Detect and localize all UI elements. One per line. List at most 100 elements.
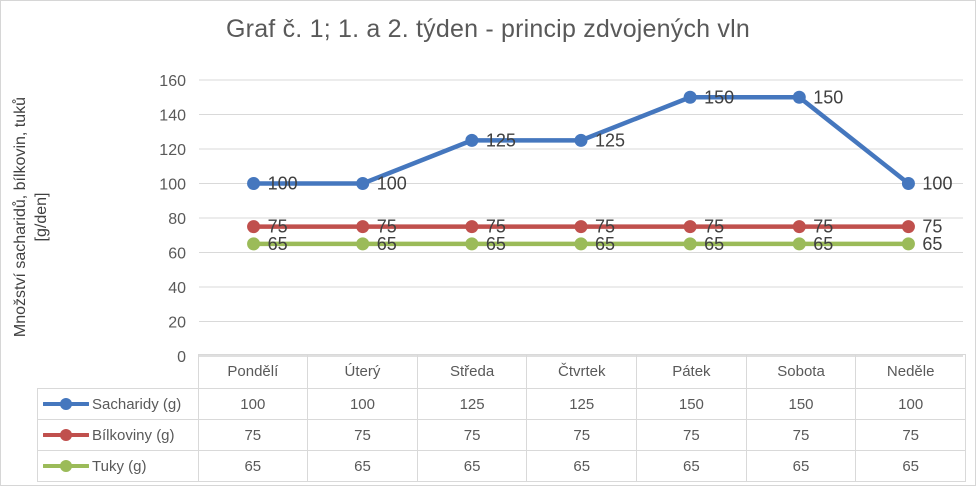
table-row: Sacharidy (g) 100 100 125 125 150 150 100 <box>37 388 966 420</box>
data-label: 100 <box>922 174 952 194</box>
table-header-cell: Pátek <box>636 354 747 389</box>
table-cell: 75 <box>636 419 747 451</box>
data-label: 150 <box>813 87 843 107</box>
data-point-marker <box>247 237 261 251</box>
data-label: 65 <box>813 234 833 254</box>
legend-cell-inner: Bílkoviny (g) <box>38 426 197 444</box>
series-name: Sacharidy (g) <box>92 395 182 413</box>
data-label: 150 <box>704 87 734 107</box>
legend-key-marker <box>60 429 72 441</box>
table-corner-cell <box>38 355 199 389</box>
table-cell: 75 <box>416 419 528 451</box>
legend-key-icon <box>43 398 89 410</box>
table-cell: 75 <box>855 419 966 451</box>
table-cell: 75 <box>197 419 309 451</box>
table-cell: 65 <box>197 450 309 482</box>
data-label: 65 <box>595 234 615 254</box>
data-label: 75 <box>813 217 833 237</box>
data-label: 75 <box>922 217 942 237</box>
table-cell: 65 <box>307 450 418 482</box>
data-point-marker <box>356 237 370 251</box>
chart-title: Graf č. 1; 1. a 2. týden - princip zdvoj… <box>226 15 750 43</box>
data-label: 75 <box>704 217 724 237</box>
table-cell: 65 <box>416 450 528 482</box>
table-header-cell: Úterý <box>307 354 418 389</box>
table-row: Bílkoviny (g) 75 75 75 75 75 75 75 <box>37 419 966 451</box>
table-header-cell: Neděle <box>855 354 966 389</box>
legend-key-icon <box>43 429 89 441</box>
data-label: 65 <box>922 234 942 254</box>
data-label: 65 <box>377 234 397 254</box>
data-label: 65 <box>704 234 724 254</box>
data-point-marker <box>901 220 915 234</box>
data-label: 100 <box>377 174 407 194</box>
data-point-marker <box>683 220 697 234</box>
y-tick-label: 0 <box>177 349 186 366</box>
data-point-marker <box>683 237 697 251</box>
y-tick-label: 20 <box>168 315 186 332</box>
table-cell: 75 <box>526 419 638 451</box>
data-point-marker <box>901 177 915 190</box>
data-label: 75 <box>486 217 506 237</box>
table-cell: 65 <box>636 450 747 482</box>
data-point-marker <box>356 220 370 234</box>
legend-cell: Sacharidy (g) <box>37 388 199 420</box>
legend-key-icon <box>43 460 89 472</box>
y-tick-label: 160 <box>159 73 186 90</box>
y-tick-label: 140 <box>159 108 186 125</box>
data-point-marker <box>247 177 261 190</box>
table-cell: 65 <box>745 450 857 482</box>
table-row: Tuky (g) 65 65 65 65 65 65 65 <box>37 450 966 482</box>
table-header-cell: Středa <box>416 354 528 389</box>
y-tick-label: 40 <box>168 280 186 297</box>
table-cell: 100 <box>197 388 309 420</box>
series-name: Bílkoviny (g) <box>92 426 175 444</box>
data-point-marker <box>465 220 479 234</box>
data-point-marker <box>247 220 261 234</box>
legend-cell: Bílkoviny (g) <box>37 419 199 451</box>
table-cell: 100 <box>307 388 418 420</box>
table-header-row: Pondělí Úterý Středa Čtvrtek Pátek Sobota Nedě… <box>38 354 966 389</box>
y-tick-label: 100 <box>159 177 186 194</box>
data-point-marker <box>792 237 806 251</box>
table-cell: 125 <box>526 388 638 420</box>
table-cell: 150 <box>636 388 747 420</box>
legend-cell: Tuky (g) <box>37 450 199 482</box>
data-point-marker <box>356 177 370 190</box>
series-name: Tuky (g) <box>92 457 147 475</box>
data-label: 125 <box>486 130 516 150</box>
data-point-marker <box>574 133 588 147</box>
y-tick-label: 60 <box>168 246 186 263</box>
data-label: 65 <box>486 234 506 254</box>
table-header-cell: Pondělí <box>197 354 309 389</box>
table-header-cell: Sobota <box>745 354 857 389</box>
data-label: 75 <box>268 217 288 237</box>
data-label: 75 <box>377 217 397 237</box>
table-cell: 75 <box>745 419 857 451</box>
table-cell: 100 <box>855 388 966 420</box>
legend-cell-inner: Sacharidy (g) <box>38 395 197 413</box>
data-point-marker <box>574 220 588 234</box>
data-point-marker <box>574 237 588 251</box>
y-tick-label: 80 <box>168 211 186 228</box>
data-point-marker <box>465 237 479 251</box>
legend-cell-inner: Tuky (g) <box>38 457 197 475</box>
table-cell: 65 <box>526 450 638 482</box>
data-table: Pondělí Úterý Středa Čtvrtek Pátek Sobota Nedě… <box>37 354 966 482</box>
data-label: 75 <box>595 217 615 237</box>
data-point-marker <box>792 220 806 234</box>
table-cell: 125 <box>416 388 528 420</box>
data-label: 65 <box>268 234 288 254</box>
legend-key-marker <box>60 460 72 472</box>
table-header-cell: Čtvrtek <box>526 354 638 389</box>
legend-key-marker <box>60 398 72 410</box>
y-tick-label: 120 <box>159 142 186 159</box>
data-label: 100 <box>268 174 298 194</box>
table-cell: 75 <box>307 419 418 451</box>
table-cell: 65 <box>855 450 966 482</box>
table-cell: 150 <box>745 388 857 420</box>
data-point-marker <box>465 133 479 147</box>
data-label: 125 <box>595 130 625 150</box>
